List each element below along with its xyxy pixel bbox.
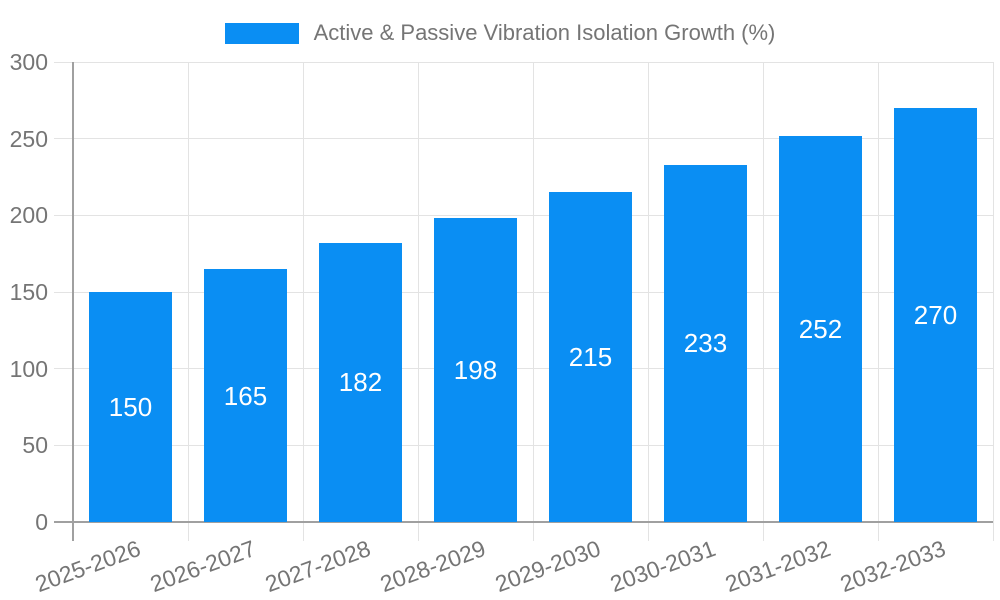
- y-gridline: [54, 214, 993, 216]
- bar: [89, 292, 172, 522]
- bar-value-label: 150: [108, 392, 153, 422]
- bar: [434, 218, 517, 522]
- y-axis-tick-label: 50: [22, 432, 48, 459]
- y-gridline: [54, 368, 993, 370]
- x-gridline: [877, 62, 879, 541]
- x-axis-tick-label: 2031-2032: [721, 535, 834, 598]
- x-gridline: [992, 62, 994, 541]
- legend-swatch: [224, 22, 299, 44]
- x-axis-line: [54, 521, 993, 523]
- bar: [204, 269, 287, 522]
- y-axis-tick-label: 300: [9, 49, 48, 75]
- x-gridline: [762, 62, 764, 541]
- bar-value-label: 252: [798, 313, 843, 344]
- bar: [779, 135, 862, 522]
- bar-value-label: 215: [568, 342, 613, 373]
- bar-value-label: 198: [453, 355, 498, 386]
- bar-value-label: 182: [338, 367, 383, 398]
- bar: [664, 164, 747, 522]
- y-axis-tick-label: 200: [9, 202, 48, 229]
- bar-value-label: 270: [913, 300, 958, 330]
- x-gridline: [302, 62, 304, 541]
- y-gridline: [54, 291, 993, 293]
- bar: [319, 242, 402, 522]
- y-axis-line: [72, 62, 74, 541]
- y-axis-tick-label: 100: [9, 355, 48, 382]
- y-gridline: [54, 444, 993, 446]
- chart-legend[interactable]: Active & Passive Vibration Isolation Gro…: [0, 20, 1000, 46]
- x-gridline: [417, 62, 419, 541]
- y-gridline: [54, 138, 993, 140]
- x-axis-tick-label: 2029-2030: [491, 535, 604, 598]
- x-gridline: [187, 62, 189, 541]
- x-axis-tick-label: 2025-2026: [31, 535, 144, 598]
- bar-value-label: 233: [683, 328, 728, 359]
- bar-value-label: 165: [223, 380, 268, 411]
- y-axis-tick-label: 250: [9, 125, 48, 152]
- x-axis-tick-label: 2027-2028: [261, 535, 374, 598]
- y-gridline: [54, 61, 993, 63]
- y-axis-tick-label: 150: [9, 279, 48, 305]
- bar: [549, 192, 632, 522]
- x-axis-tick-label: 2032-2033: [836, 535, 949, 598]
- legend-label: Active & Passive Vibration Isolation Gro…: [313, 20, 776, 45]
- x-axis-tick-label: 2030-2031: [606, 535, 719, 598]
- y-axis-tick-label: 0: [35, 509, 48, 535]
- x-gridline: [532, 62, 534, 541]
- x-axis-tick-label: 2028-2029: [376, 535, 489, 598]
- bar: [894, 108, 977, 522]
- x-axis-tick-label: 2026-2027: [146, 535, 259, 598]
- x-gridline: [647, 62, 649, 541]
